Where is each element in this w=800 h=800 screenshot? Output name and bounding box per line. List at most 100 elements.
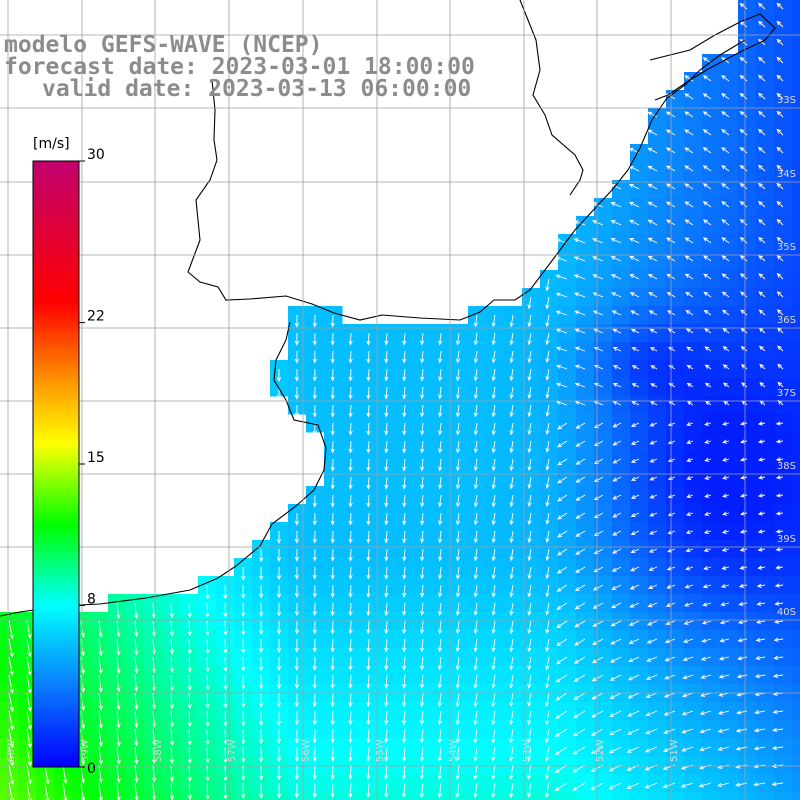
- wind-arrow: [402, 512, 407, 526]
- wind-speed-cell: [54, 792, 73, 800]
- wind-arrow: [348, 548, 353, 562]
- wind-arrow: [294, 530, 300, 544]
- wind-arrow: [473, 674, 478, 689]
- wind-arrow: [630, 310, 640, 316]
- wind-arrow: [241, 782, 246, 800]
- wind-arrow: [574, 346, 586, 352]
- wind-arrow: [312, 530, 317, 544]
- wind-arrow: [647, 237, 658, 244]
- wind-speed-cell: [630, 648, 649, 667]
- wind-arrow: [420, 512, 425, 526]
- wind-arrow: [627, 674, 640, 681]
- wind-speed-cell: [702, 648, 721, 667]
- wind-speed-cell: [774, 594, 793, 613]
- wind-arrow: [294, 548, 300, 562]
- wind-speed-cell: [558, 612, 577, 631]
- wind-speed-cell: [612, 648, 631, 667]
- wind-speed-cell: [720, 342, 739, 361]
- wind-arrow: [402, 656, 407, 671]
- wind-speed-cell: [792, 0, 800, 19]
- wind-speed-cell: [774, 144, 793, 163]
- wind-arrow: [777, 381, 784, 388]
- wind-arrow: [348, 638, 353, 653]
- wind-speed-cell: [576, 288, 595, 307]
- wind-arrow: [686, 400, 694, 406]
- wind-arrow: [738, 601, 748, 607]
- wind-arrow: [473, 764, 478, 780]
- wind-arrow: [312, 692, 317, 708]
- wind-arrow: [773, 619, 784, 624]
- wind-arrow: [276, 675, 282, 690]
- wind-speed-cell: [720, 108, 739, 127]
- wind-speed-cell: [558, 342, 577, 361]
- wind-arrow: [330, 674, 335, 689]
- wind-arrow: [722, 457, 730, 462]
- wind-arrow: [771, 781, 784, 787]
- wind-arrow: [509, 674, 514, 689]
- wind-arrow: [437, 566, 443, 580]
- wind-speed-cell: [558, 738, 577, 757]
- wind-arrow: [612, 530, 622, 536]
- wind-speed-cell: [720, 414, 739, 433]
- wind-arrow: [276, 657, 282, 672]
- wind-speed-cell: [684, 558, 703, 577]
- wind-speed-cell: [738, 540, 757, 559]
- wind-speed-cell: [774, 216, 793, 235]
- wind-arrow: [699, 710, 712, 716]
- wind-arrow: [491, 692, 496, 708]
- wind-speed-cell: [612, 702, 631, 721]
- wind-arrow: [330, 476, 335, 490]
- wind-arrow: [348, 602, 353, 617]
- wind-arrow: [684, 273, 694, 280]
- wind-speed-cell: [720, 270, 739, 289]
- wind-speed-cell: [558, 720, 577, 739]
- wind-arrow: [545, 656, 550, 671]
- wind-arrow: [758, 255, 766, 262]
- wind-arrow: [609, 674, 622, 681]
- wind-speed-cell: [756, 324, 775, 343]
- wind-arrow: [776, 164, 784, 172]
- wind-arrow: [722, 493, 730, 498]
- wind-speed-cell: [666, 414, 685, 433]
- wind-arrow: [366, 332, 371, 346]
- wind-arrow: [739, 529, 748, 534]
- wind-speed-cell: [774, 270, 793, 289]
- wind-arrow: [684, 75, 694, 82]
- wind-arrow: [455, 710, 460, 726]
- wind-arrow: [702, 219, 712, 226]
- wind-arrow: [419, 782, 425, 799]
- wind-speed-cell: [648, 180, 667, 199]
- wind-arrow: [573, 674, 586, 682]
- wind-arrow: [312, 512, 317, 526]
- wind-speed-cell: [558, 234, 577, 253]
- wind-arrow: [419, 602, 425, 617]
- wind-arrow: [527, 386, 532, 400]
- wind-arrow: [685, 511, 694, 517]
- wind-arrow: [384, 656, 389, 671]
- wind-arrow: [312, 764, 317, 780]
- wind-arrow: [631, 347, 640, 352]
- wind-arrow: [575, 440, 586, 447]
- wind-speed-cell: [684, 450, 703, 469]
- wind-arrow: [612, 458, 622, 464]
- wind-arrow: [758, 56, 766, 64]
- wind-speed-cell: [684, 234, 703, 253]
- wind-arrow: [26, 620, 32, 640]
- wind-arrow: [702, 602, 712, 607]
- wind-arrow: [330, 548, 335, 562]
- wind-speed-cell: [612, 324, 631, 343]
- wind-arrow: [437, 476, 443, 490]
- wind-speed-cell: [720, 180, 739, 199]
- wind-arrow: [330, 728, 335, 744]
- wind-arrow: [759, 382, 766, 388]
- wind-arrow: [775, 493, 784, 498]
- wind-arrow: [169, 746, 175, 765]
- wind-speed-cell: [630, 720, 649, 739]
- wind-speed-cell: [630, 288, 649, 307]
- wind-speed-cell: [720, 648, 739, 667]
- wind-arrow: [685, 291, 694, 298]
- wind-arrow: [776, 236, 784, 244]
- wind-arrow: [721, 547, 730, 552]
- wind-arrow: [276, 783, 282, 799]
- wind-arrow: [662, 782, 676, 789]
